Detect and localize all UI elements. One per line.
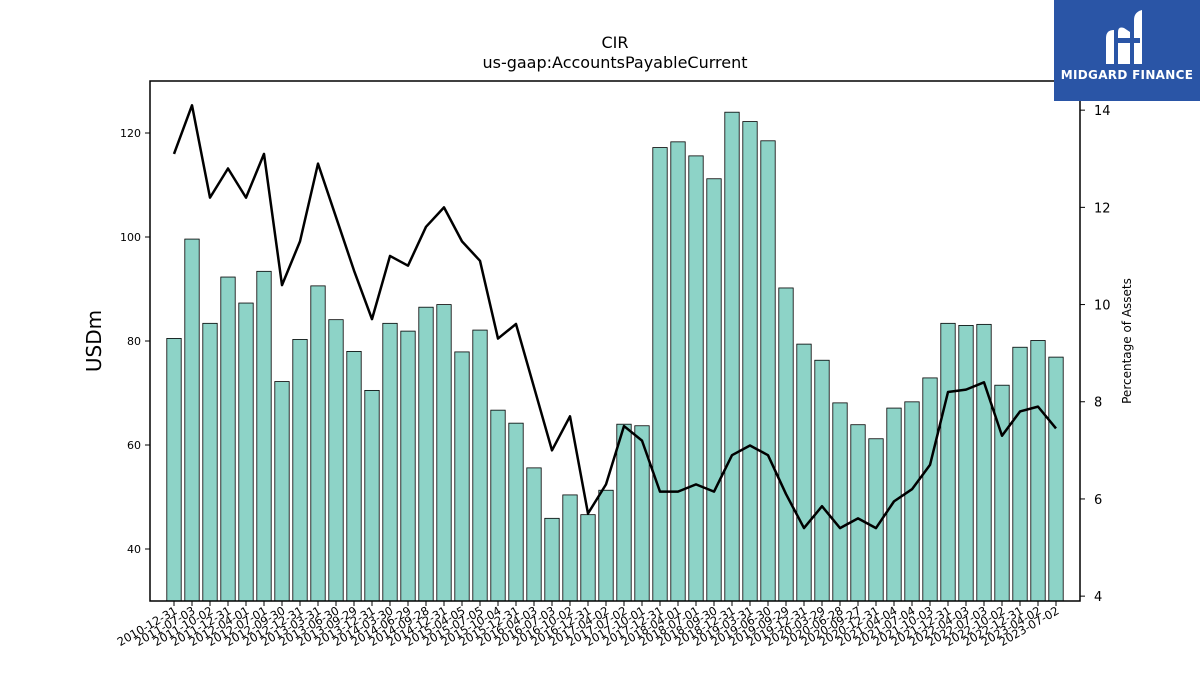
bar <box>850 424 866 602</box>
bar <box>1030 340 1046 602</box>
y-tick-label-left: 80 <box>127 335 141 348</box>
bar <box>688 155 704 602</box>
bar <box>436 304 452 602</box>
y-tick-label-left: 60 <box>127 439 141 452</box>
right-axis: 4 6 8 10 12 14 <box>1080 104 1111 605</box>
logo-text: MIDGARD FINANCE <box>1060 68 1194 82</box>
bar <box>886 407 902 602</box>
bar <box>202 322 218 602</box>
bar <box>238 302 254 602</box>
midgard-logo-icon <box>1106 10 1142 64</box>
y-tick-label-right: 6 <box>1094 493 1102 508</box>
y-tick-label-right: 14 <box>1094 104 1111 119</box>
line-series <box>172 104 1057 530</box>
bar <box>958 324 974 602</box>
bar-series <box>166 111 1064 602</box>
bar <box>328 319 344 602</box>
bar <box>778 287 794 602</box>
bar <box>526 467 542 602</box>
bar <box>274 381 290 602</box>
bar <box>814 359 830 602</box>
bar <box>760 140 776 602</box>
bar <box>670 141 686 602</box>
bar <box>454 351 470 602</box>
bar <box>940 322 956 602</box>
bar <box>382 322 398 602</box>
y-tick-label-right: 4 <box>1094 590 1102 605</box>
left-axis: 40 60 80 100 120 <box>120 127 150 556</box>
bar <box>400 330 416 602</box>
y-axis-label-left: USDm <box>82 310 106 372</box>
bar <box>292 339 308 602</box>
y-axis-label-right: Percentage of Assets <box>1120 278 1134 404</box>
x-axis: 2010-12-312011-07-032011-10-022011-12-31… <box>115 601 1062 649</box>
bar <box>508 422 524 602</box>
y-tick-label-right: 8 <box>1094 396 1102 411</box>
bar <box>346 350 362 602</box>
bar <box>1012 346 1028 602</box>
y-tick-label-left: 100 <box>120 231 141 244</box>
chart-title: CIR <box>601 33 628 52</box>
bar <box>472 329 488 602</box>
bar <box>220 276 236 602</box>
bar <box>580 514 596 602</box>
bar <box>418 306 434 602</box>
bar <box>490 409 506 602</box>
bar <box>256 270 272 602</box>
bar <box>184 238 200 602</box>
bar <box>724 111 740 602</box>
bar <box>904 401 920 602</box>
bar <box>706 178 722 602</box>
y-tick-label-right: 12 <box>1094 201 1111 216</box>
percentage-line <box>172 104 1057 530</box>
bar <box>922 377 938 602</box>
bar <box>616 423 632 602</box>
bar <box>598 489 614 602</box>
y-tick-label-right: 10 <box>1094 299 1111 314</box>
bar <box>1048 356 1064 602</box>
bar <box>310 285 326 602</box>
bar <box>796 343 812 602</box>
bar <box>742 121 758 602</box>
bar <box>544 517 560 602</box>
bar <box>832 402 848 602</box>
bar <box>364 389 380 602</box>
midgard-finance-logo: MIDGARD FINANCE <box>1054 0 1200 101</box>
y-tick-label-left: 120 <box>120 127 141 140</box>
bar <box>976 323 992 602</box>
bar <box>166 337 182 602</box>
bar <box>652 147 668 602</box>
y-tick-label-left: 40 <box>127 543 141 556</box>
bar <box>562 494 578 602</box>
chart-subtitle: us-gaap:AccountsPayableCurrent <box>482 53 747 72</box>
